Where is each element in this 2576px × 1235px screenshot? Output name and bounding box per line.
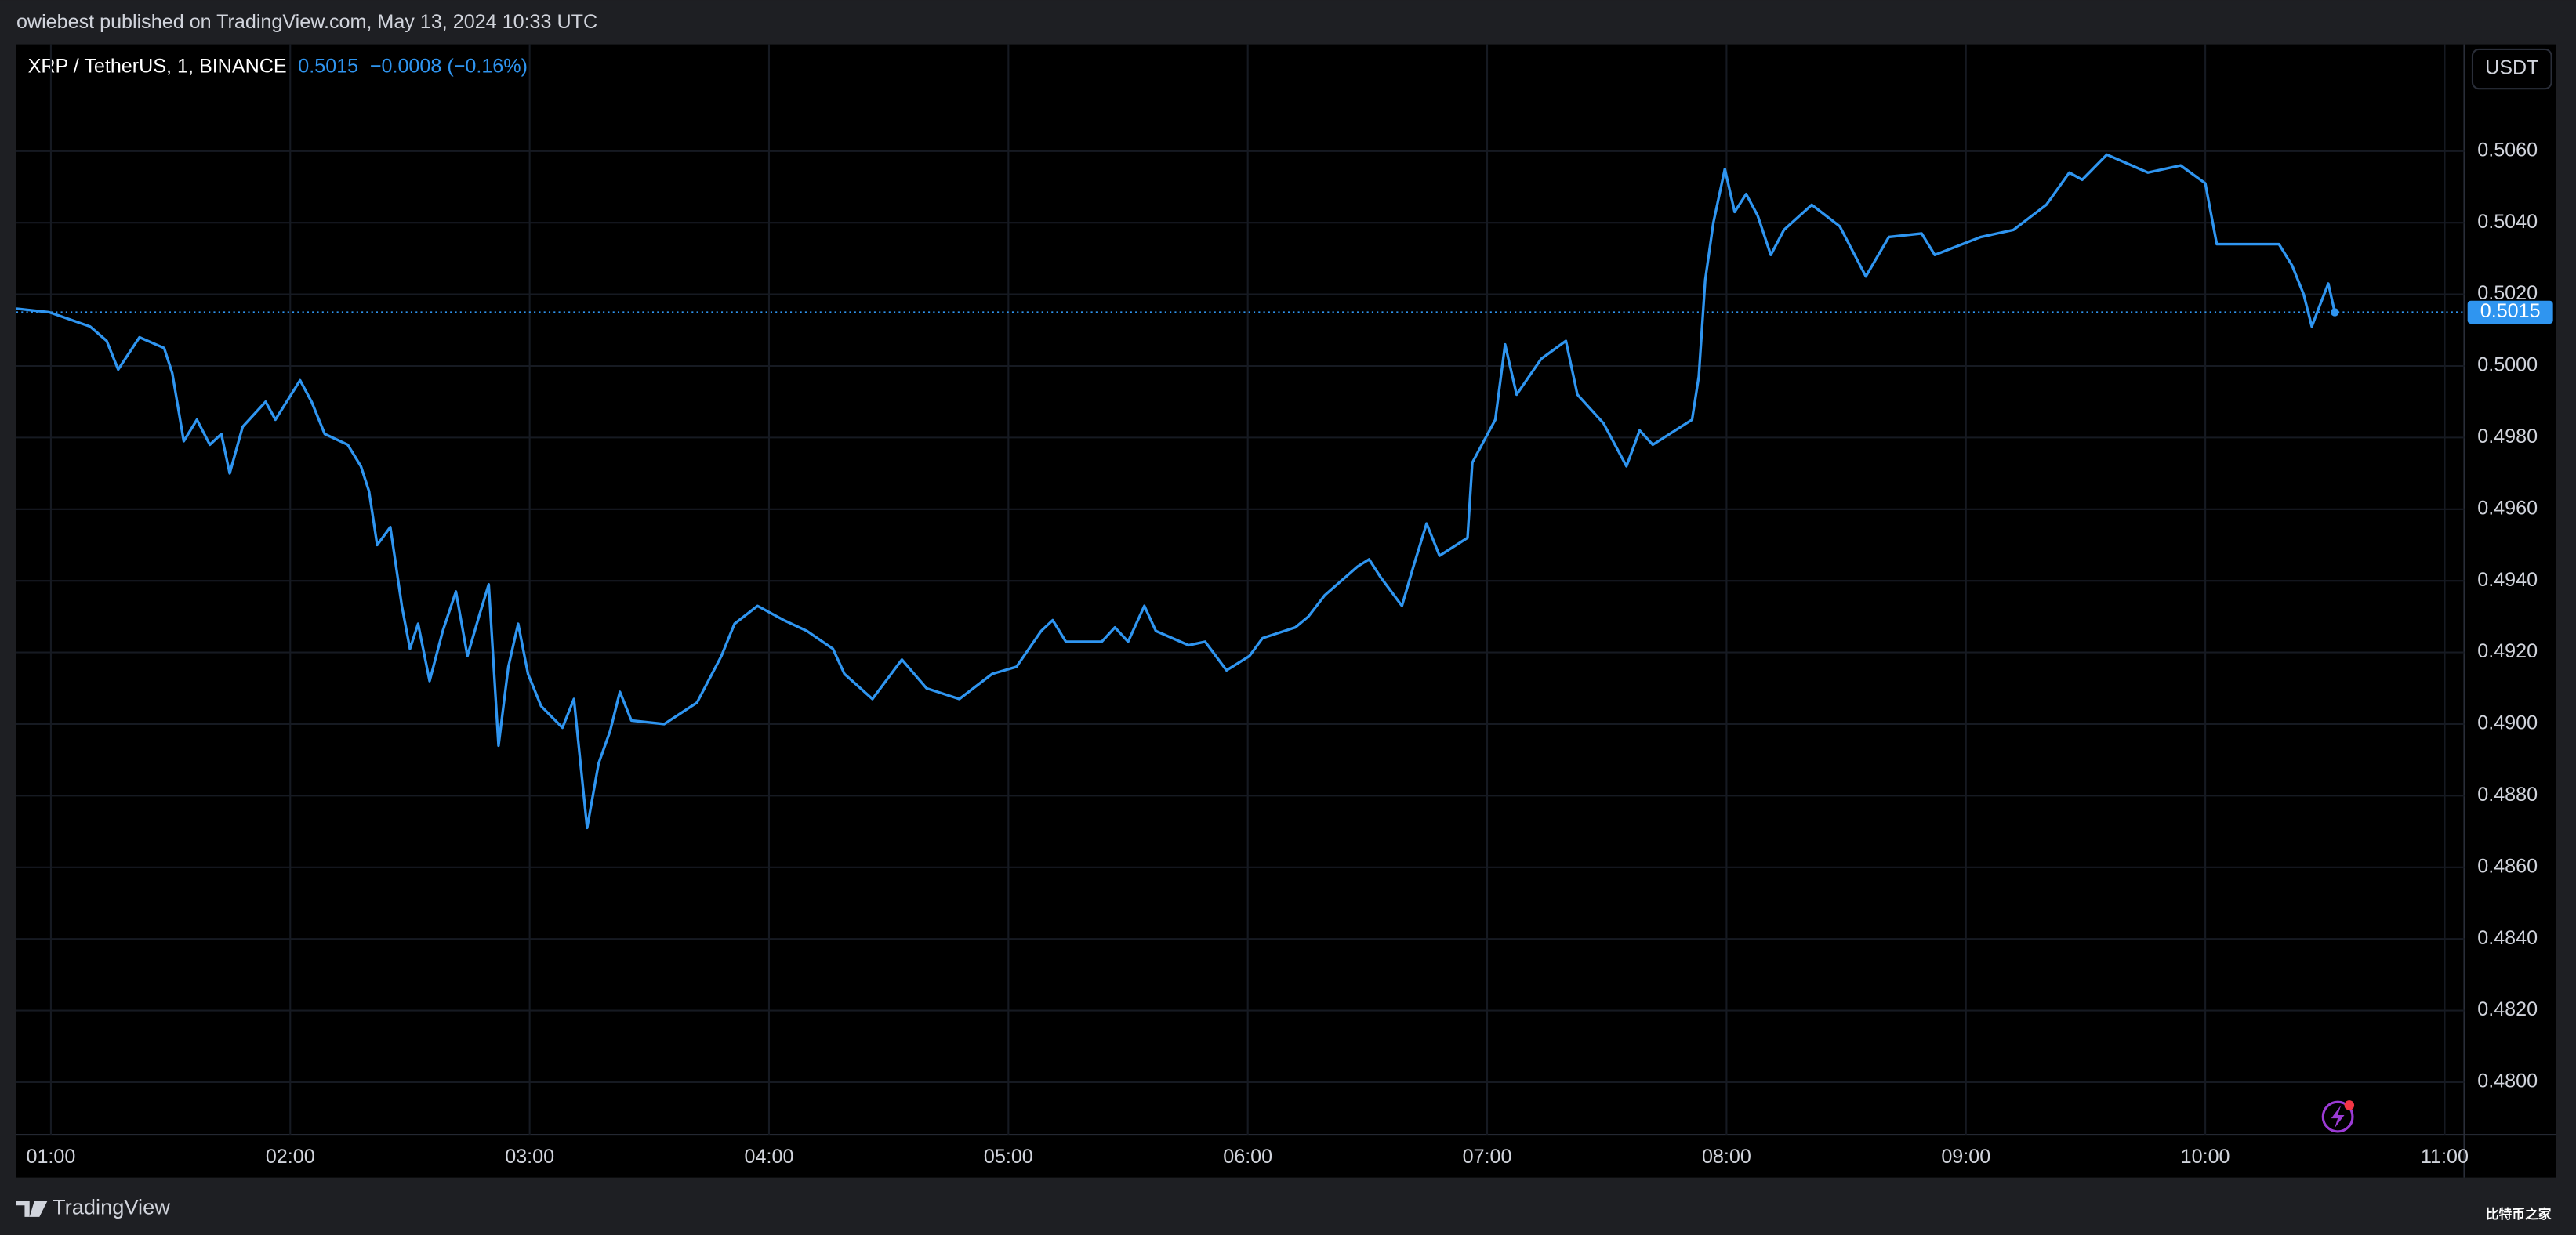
chart-panel — [16, 44, 2556, 1178]
y-tick-label: 0.4960 — [2477, 497, 2538, 519]
x-tick-label: 08:00 — [1702, 1146, 1751, 1168]
price-change: −0.0008 (−0.16%) — [370, 56, 528, 78]
price-line — [16, 153, 2336, 830]
publish-info: owiebest published on TradingView.com, M… — [16, 11, 597, 33]
y-tick-label: 0.4920 — [2477, 640, 2538, 662]
last-price-badge — [2467, 300, 2553, 324]
x-tick-label: 03:00 — [505, 1146, 554, 1168]
y-tick-label: 0.4880 — [2477, 784, 2538, 806]
x-tick-label: 05:00 — [984, 1146, 1033, 1168]
last-point — [2331, 308, 2339, 317]
y-tick-label: 0.4820 — [2477, 998, 2538, 1020]
x-tick-label: 09:00 — [1941, 1146, 1990, 1168]
y-tick-label: 0.4800 — [2477, 1070, 2538, 1092]
y-tick-label: 0.4980 — [2477, 426, 2538, 447]
y-tick-label: 0.4900 — [2477, 712, 2538, 734]
x-tick-label: 10:00 — [2181, 1146, 2230, 1168]
currency-button[interactable] — [2471, 48, 2552, 90]
y-tick-label: 0.4940 — [2477, 569, 2538, 591]
currency-label[interactable]: USDT — [2485, 57, 2538, 79]
last-price-label: 0.5015 — [2480, 300, 2541, 322]
lightning-icon[interactable] — [2321, 1100, 2355, 1133]
y-tick-label: 0.5040 — [2477, 211, 2538, 233]
y-tick-label: 0.5020 — [2477, 282, 2538, 304]
footer-brand: TradingView — [53, 1195, 170, 1219]
last-price: 0.5015 — [298, 56, 358, 78]
x-tick-label: 04:00 — [745, 1146, 794, 1168]
x-tick-label: 11:00 — [2421, 1146, 2469, 1168]
symbol-title: XRP / TetherUS, 1, BINANCE — [28, 56, 287, 78]
y-tick-label: 0.5000 — [2477, 354, 2538, 376]
y-tick-label: 0.5060 — [2477, 139, 2538, 161]
y-tick-label: 0.4840 — [2477, 927, 2538, 949]
x-tick-label: 01:00 — [26, 1146, 75, 1168]
grid — [16, 44, 2465, 1135]
x-tick-label: 02:00 — [266, 1146, 315, 1168]
x-tick-label: 07:00 — [1463, 1146, 1512, 1168]
x-tick-label: 06:00 — [1223, 1146, 1272, 1168]
watermark: 比特币之家 — [2486, 1206, 2552, 1222]
tv-logo — [16, 1200, 48, 1217]
y-tick-label: 0.4860 — [2477, 855, 2538, 877]
